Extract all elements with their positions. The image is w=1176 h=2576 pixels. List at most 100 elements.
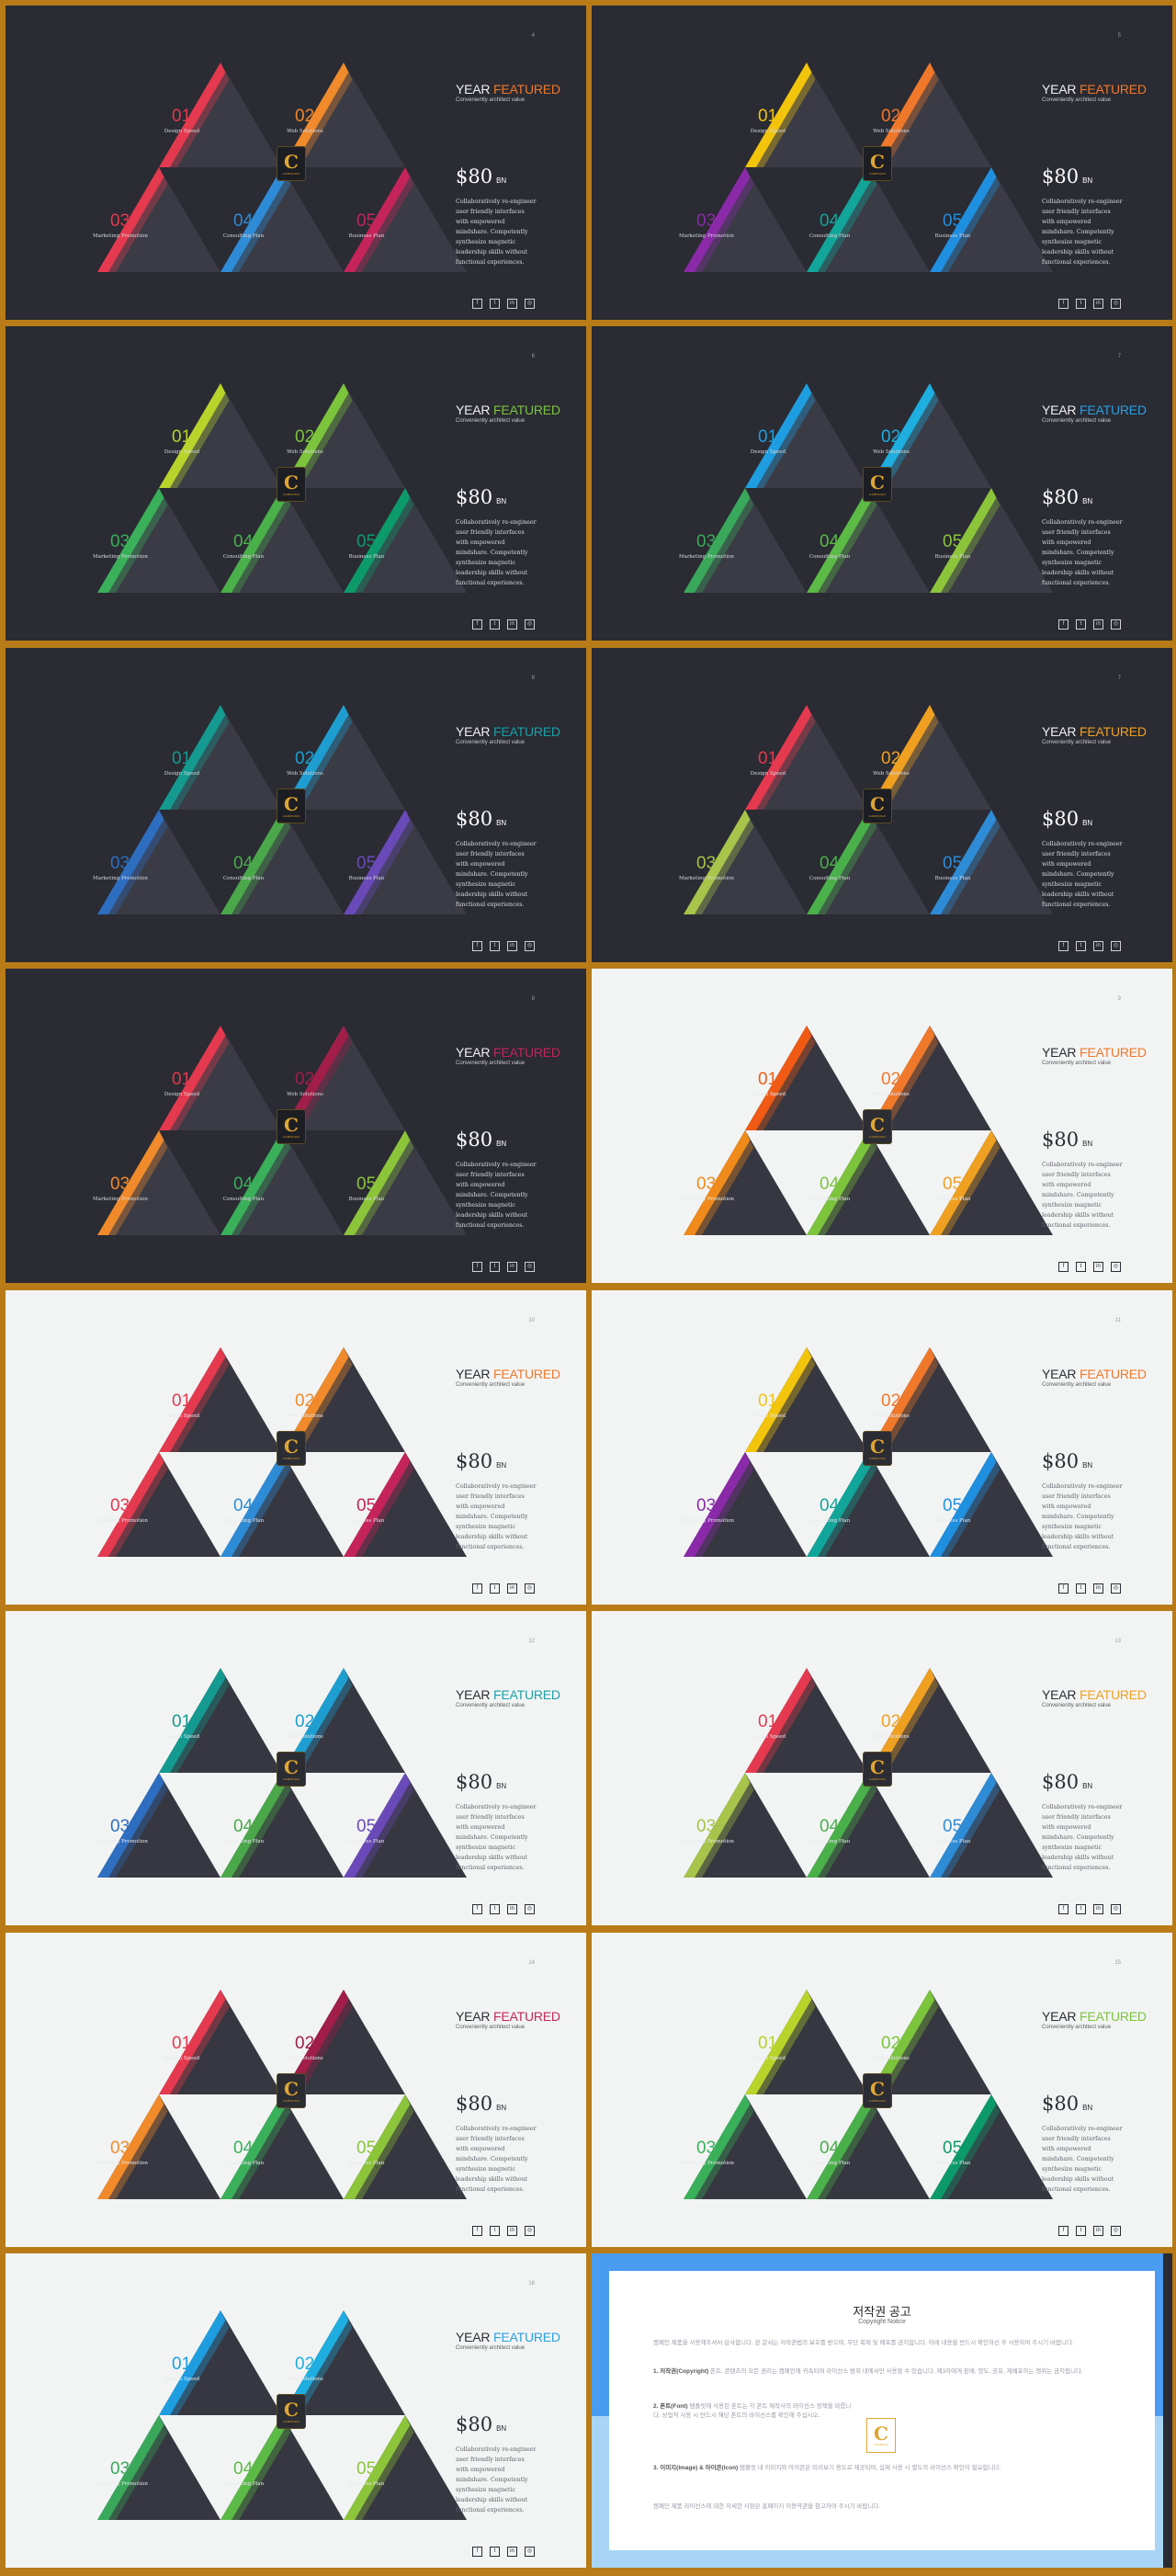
item-label: Design Speed — [164, 449, 200, 455]
item-label: Marketing Promotion — [679, 2161, 734, 2166]
facebook-icon[interactable]: f — [472, 619, 482, 630]
linkedin-icon[interactable]: in — [1093, 619, 1103, 630]
linkedin-icon[interactable]: in — [507, 619, 517, 630]
item-number: 01 — [758, 1391, 778, 1411]
twitter-icon[interactable]: t — [1076, 1904, 1086, 1914]
linkedin-icon[interactable]: in — [507, 2226, 517, 2236]
slide-thumbnail[interactable]: 8 01 Design Speed 02 Web Solutions 03 Marketin… — [6, 969, 586, 1283]
triangle-1 — [159, 1668, 282, 1773]
twitter-icon[interactable]: t — [490, 941, 500, 951]
slide-thumbnail[interactable]: 11 01 Design Speed 02 Web Solutions 03 Marketi… — [592, 1290, 1172, 1605]
triangle-1 — [159, 1347, 282, 1452]
copyright-section-1-head: 1. 저작권(Copyright) — [653, 2368, 709, 2375]
slide-subtitle: Conveniently architect value — [1042, 418, 1112, 424]
twitter-icon[interactable]: t — [1076, 299, 1086, 309]
linkedin-icon[interactable]: in — [1093, 1262, 1103, 1272]
linkedin-icon[interactable]: in — [507, 1262, 517, 1272]
instagram-icon[interactable]: ◎ — [525, 619, 535, 630]
slide-thumbnail[interactable]: 15 01 Design Speed 02 Web Solutions 03 Marketi… — [592, 1933, 1172, 2247]
item-label: Marketing Promotion — [93, 233, 148, 239]
instagram-icon[interactable]: ◎ — [1111, 1904, 1121, 1914]
facebook-icon[interactable]: f — [1058, 619, 1069, 630]
linkedin-icon[interactable]: in — [507, 2547, 517, 2557]
slide-thumbnail[interactable]: 6 01 Design Speed 02 Web Solutions 03 Marketin… — [6, 326, 586, 641]
triangle-3-shade — [108, 1461, 168, 1557]
slide-title: YEAR FEATURED — [1042, 403, 1147, 417]
twitter-icon[interactable]: t — [490, 1904, 500, 1914]
instagram-icon[interactable]: ◎ — [1111, 1583, 1121, 1594]
linkedin-icon[interactable]: in — [507, 1583, 517, 1594]
instagram-icon[interactable]: ◎ — [525, 1262, 535, 1272]
page-number: 7 — [1117, 354, 1121, 359]
twitter-icon[interactable]: t — [490, 1583, 500, 1594]
facebook-icon[interactable]: f — [472, 2547, 482, 2557]
slide-thumbnail[interactable]: 13 01 Design Speed 02 Web Solutions 03 Marketi… — [592, 1611, 1172, 1925]
item-label: Marketing Promotion — [93, 1197, 148, 1202]
triangle-5-shade — [941, 1782, 1001, 1878]
slide-thumbnail[interactable]: 4 01 Design Speed 02 Web Solutions 03 Marketin… — [6, 6, 586, 320]
instagram-icon[interactable]: ◎ — [1111, 619, 1121, 630]
slide-thumbnail[interactable]: 8 01 Design Speed 02 Web Solutions 03 Marketin… — [6, 648, 586, 962]
slide-thumbnail[interactable]: 12 01 Design Speed 02 Web Solutions 03 Marketi… — [6, 1611, 586, 1925]
slide-thumbnail[interactable]: 5 01 Design Speed 02 Web Solutions 03 Marketin… — [592, 6, 1172, 320]
logo-letter: C — [870, 1755, 885, 1778]
twitter-icon[interactable]: t — [490, 299, 500, 309]
social-icons: f t in ◎ — [1058, 1262, 1121, 1272]
slide-thumbnail[interactable]: 9 01 Design Speed 02 Web Solutions 03 Marketin… — [592, 969, 1172, 1283]
slide-thumbnail[interactable]: 7 01 Design Speed 02 Web Solutions 03 Marketin… — [592, 648, 1172, 962]
instagram-icon[interactable]: ◎ — [525, 1583, 535, 1594]
facebook-icon[interactable]: f — [472, 299, 482, 309]
twitter-icon[interactable]: t — [490, 1262, 500, 1272]
page-number: 14 — [528, 1960, 535, 1966]
linkedin-icon[interactable]: in — [507, 1904, 517, 1914]
triangle-5-accent — [344, 1773, 411, 1878]
twitter-icon[interactable]: t — [1076, 1262, 1086, 1272]
instagram-icon[interactable]: ◎ — [1111, 2226, 1121, 2236]
twitter-icon[interactable]: t — [490, 2547, 500, 2557]
linkedin-icon[interactable]: in — [507, 941, 517, 951]
facebook-icon[interactable]: f — [472, 1904, 482, 1914]
linkedin-icon[interactable]: in — [1093, 941, 1103, 951]
instagram-icon[interactable]: ◎ — [1111, 299, 1121, 309]
slide-thumbnail[interactable]: 10 01 Design Speed 02 Web Solutions 03 Marketi… — [6, 1290, 586, 1605]
twitter-icon[interactable]: t — [490, 619, 500, 630]
twitter-icon[interactable]: t — [1076, 2226, 1086, 2236]
facebook-icon[interactable]: f — [1058, 2226, 1069, 2236]
facebook-icon[interactable]: f — [1058, 1904, 1069, 1914]
facebook-icon[interactable]: f — [472, 1583, 482, 1594]
linkedin-icon[interactable]: in — [1093, 2226, 1103, 2236]
slide-thumbnail[interactable]: 7 01 Design Speed 02 Web Solutions 03 Marketin… — [592, 326, 1172, 641]
logo-letter: C — [284, 792, 299, 815]
linkedin-icon[interactable]: in — [1093, 1583, 1103, 1594]
twitter-icon[interactable]: t — [1076, 1583, 1086, 1594]
slide-thumbnail[interactable]: 16 01 Design Speed 02 Web Solutions 03 Marketi… — [6, 2253, 586, 2568]
price-value: $80 — [456, 1771, 493, 1793]
facebook-icon[interactable]: f — [1058, 1583, 1069, 1594]
instagram-icon[interactable]: ◎ — [525, 2547, 535, 2557]
instagram-icon[interactable]: ◎ — [1111, 941, 1121, 951]
triangle-2-shade — [293, 392, 353, 488]
facebook-icon[interactable]: f — [472, 2226, 482, 2236]
facebook-icon[interactable]: f — [1058, 1262, 1069, 1272]
linkedin-icon[interactable]: in — [507, 299, 517, 309]
twitter-icon[interactable]: t — [1076, 619, 1086, 630]
facebook-icon[interactable]: f — [1058, 299, 1069, 309]
triangle-1-accent — [159, 383, 226, 488]
instagram-icon[interactable]: ◎ — [525, 2226, 535, 2236]
item-label: Web Solutions — [873, 2056, 910, 2061]
facebook-icon[interactable]: f — [1058, 941, 1069, 951]
facebook-icon[interactable]: f — [472, 1262, 482, 1272]
twitter-icon[interactable]: t — [1076, 941, 1086, 951]
linkedin-icon[interactable]: in — [1093, 299, 1103, 309]
linkedin-icon[interactable]: in — [1093, 1904, 1103, 1914]
instagram-icon[interactable]: ◎ — [525, 299, 535, 309]
price-unit: BN — [496, 497, 507, 505]
instagram-icon[interactable]: ◎ — [525, 941, 535, 951]
facebook-icon[interactable]: f — [472, 941, 482, 951]
instagram-icon[interactable]: ◎ — [525, 1904, 535, 1914]
twitter-icon[interactable]: t — [490, 2226, 500, 2236]
slide-thumbnail[interactable]: 14 01 Design Speed 02 Web Solutions 03 Marketi… — [6, 1933, 586, 2247]
triangle-3-shade — [108, 1782, 168, 1878]
instagram-icon[interactable]: ◎ — [1111, 1262, 1121, 1272]
triangle-4-accent — [807, 167, 874, 272]
